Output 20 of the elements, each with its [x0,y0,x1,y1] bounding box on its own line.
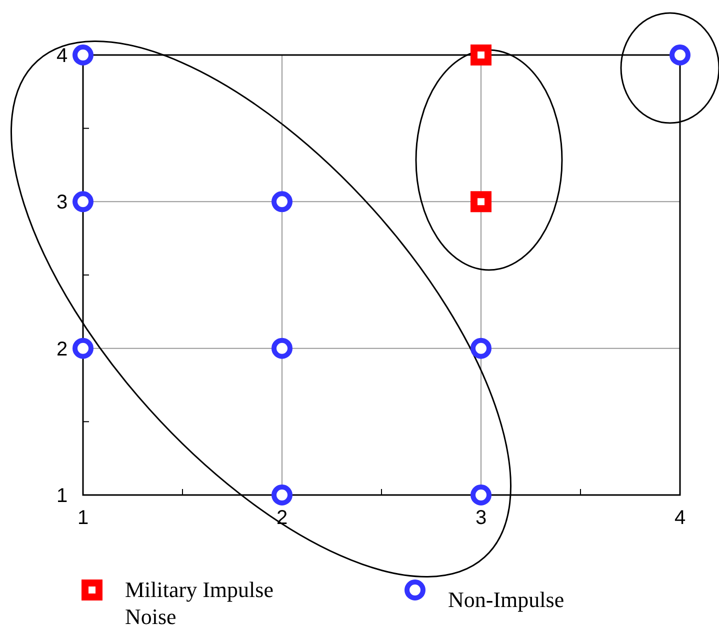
point [272,338,292,359]
y-tick-label: 2 [56,338,68,360]
point [72,191,94,212]
point [670,44,690,66]
point [72,338,94,359]
point [272,191,292,212]
point [470,338,492,359]
x-tick-label: 1 [77,507,89,529]
x-tick-label: 4 [674,507,686,529]
point [470,191,492,212]
y-tick-label: 4 [56,45,68,67]
point [72,44,94,66]
x-tick-label: 3 [475,507,487,529]
legend-label: Non-Impulse [448,587,564,612]
point [272,484,292,506]
legend-label: Military Impulse Noise [125,577,274,629]
point [470,484,492,506]
y-tick-label: 3 [56,192,68,214]
point [470,44,492,66]
y-tick-label: 1 [56,485,68,507]
